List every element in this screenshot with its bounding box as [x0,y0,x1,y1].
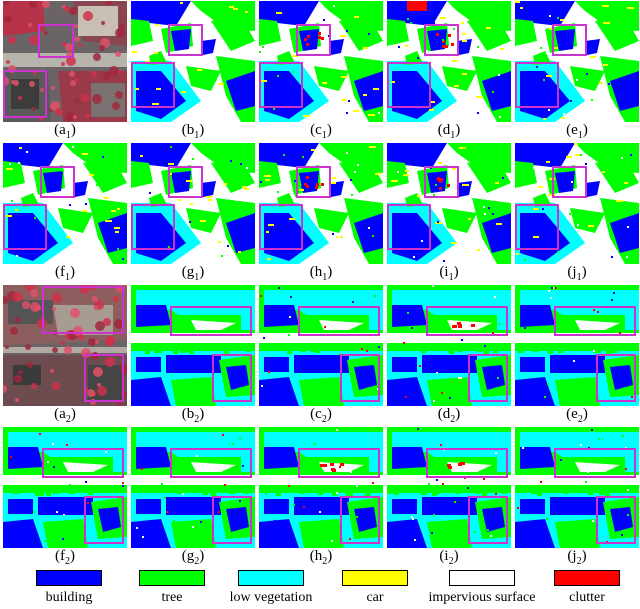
panel-e1-label: (e1) [566,122,588,141]
panel-i1-image [387,143,511,264]
panel-j2-image [515,427,639,548]
panel-h1-image [259,143,383,264]
panel-g1-label: (g1) [181,264,205,283]
panel-f2-label: (f2) [55,548,75,567]
legend: building tree low vegetation car impervious … [0,570,640,609]
legend-label: clutter [569,590,605,605]
panel-f2-image [3,427,127,548]
panel-b1-label: (b1) [181,122,205,141]
panel-a1-image [3,1,127,122]
panel-j1-label: (j1) [567,264,587,283]
legend-item-impervious-surface: impervious surface [427,570,537,606]
panel-f1-label: (f1) [55,264,75,283]
panel-b2-label: (b2) [181,406,205,425]
panel-d2-label: (d2) [437,406,461,425]
panel-e2-label: (e2) [566,406,588,425]
panel-a2-image [3,285,127,406]
legend-swatch [139,570,205,586]
panel-h2-label: (h2) [309,548,333,567]
panel-h2-image [259,427,383,548]
legend-item-clutter: clutter [532,570,640,606]
legend-label: impervious surface [428,590,536,605]
panel-a2-label: (a2) [54,406,76,425]
panel-g2-label: (g2) [181,548,205,567]
legend-item-tree: tree [117,570,227,606]
legend-swatch [238,570,304,586]
panel-j1-image [515,143,639,264]
panel-c1-image [259,1,383,122]
legend-item-building: building [14,570,124,606]
panel-e1-image [515,1,639,122]
panel-h1-label: (h1) [309,264,333,283]
legend-label: low vegetation [229,590,313,605]
panel-g1-image [131,143,255,264]
legend-swatch [554,570,620,586]
legend-swatch [342,570,408,586]
panel-j2-label: (j2) [567,548,587,567]
panel-g2-image [131,427,255,548]
panel-f1-image [3,143,127,264]
legend-label: building [45,590,93,605]
panel-e2-image [515,285,639,406]
panel-d1-image [387,1,511,122]
panel-d1-label: (d1) [437,122,461,141]
panel-i2-label: (i2) [439,548,459,567]
panel-a1-label: (a1) [54,122,76,141]
panel-c2-image [259,285,383,406]
panel-b2-image [131,285,255,406]
panel-c2-label: (c2) [310,406,332,425]
panel-i2-image [387,427,511,548]
legend-label: tree [161,590,183,605]
legend-swatch [36,570,102,586]
legend-item-car: car [320,570,430,606]
legend-label: car [366,590,384,605]
panel-b1-image [131,1,255,122]
legend-swatch [449,570,515,586]
panel-i1-label: (i1) [439,264,459,283]
legend-item-low-vegetation: low vegetation [216,570,326,606]
panel-c1-label: (c1) [310,122,332,141]
panel-d2-image [387,285,511,406]
